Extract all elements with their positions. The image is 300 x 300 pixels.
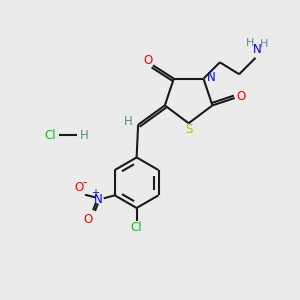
Text: S: S (185, 123, 193, 136)
Text: O: O (83, 214, 93, 226)
Text: +: + (91, 188, 99, 198)
Text: N: N (253, 43, 261, 56)
Text: N: N (207, 71, 215, 84)
Text: Cl: Cl (131, 221, 142, 234)
Text: O: O (237, 90, 246, 103)
Text: N: N (94, 193, 103, 206)
Text: O: O (143, 54, 152, 67)
Text: H: H (80, 129, 89, 142)
Text: O: O (74, 181, 84, 194)
Text: H: H (260, 40, 268, 50)
Text: Cl: Cl (45, 129, 56, 142)
Text: H: H (124, 115, 133, 128)
Text: -: - (83, 176, 87, 189)
Text: H: H (246, 38, 254, 48)
